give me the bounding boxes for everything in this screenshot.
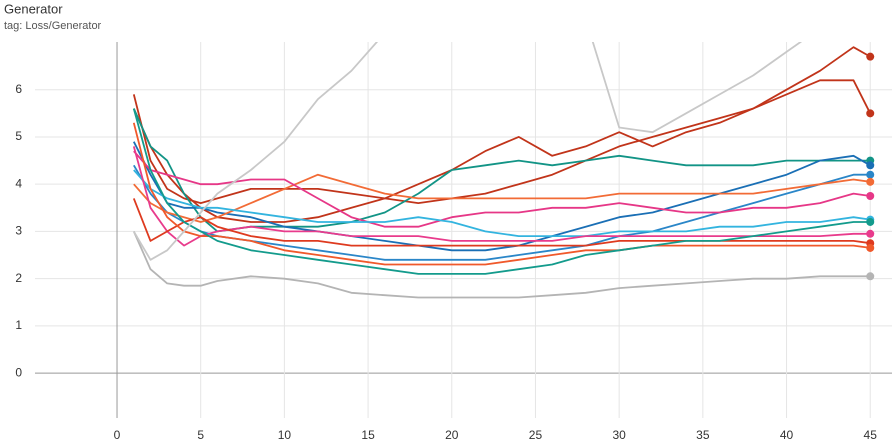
series-line	[133, 173, 871, 223]
series-line	[133, 169, 871, 237]
x-tick-label: 10	[278, 428, 292, 442]
end-point	[866, 191, 875, 200]
y-tick-label: 5	[15, 129, 22, 143]
y-tick-label: 1	[15, 318, 22, 332]
x-tick-label: 15	[361, 428, 375, 442]
x-tick-label: 40	[780, 428, 794, 442]
series-line	[132, 46, 871, 223]
end-point	[866, 217, 875, 226]
series-line	[133, 42, 803, 261]
plot-area	[132, 1, 875, 299]
x-tick-label: 0	[114, 428, 121, 442]
end-point	[866, 272, 875, 281]
chart-title: Generator	[4, 1, 63, 16]
series-line	[132, 122, 871, 266]
end-point	[866, 170, 875, 179]
y-tick-label: 2	[15, 271, 22, 285]
series-line	[132, 146, 871, 247]
x-tick-label: 35	[696, 428, 710, 442]
x-tick-label: 30	[612, 428, 626, 442]
x-tick-label: 25	[529, 428, 543, 442]
series-line	[132, 79, 872, 204]
series-line	[132, 108, 871, 275]
y-tick-label: 0	[15, 365, 22, 379]
end-point	[866, 243, 875, 252]
series-line	[132, 231, 871, 299]
y-tick-label: 6	[15, 82, 22, 96]
end-point	[850, 1, 858, 9]
chart-subtitle: tag: Loss/Generator	[4, 20, 102, 32]
end-point	[866, 52, 875, 61]
end-point	[866, 161, 875, 170]
x-tick-label: 45	[864, 428, 878, 442]
x-tick-label: 5	[197, 428, 204, 442]
y-tick-label: 4	[15, 176, 22, 190]
series-line	[132, 198, 871, 247]
x-tick-label: 20	[445, 428, 459, 442]
y-tick-label: 3	[15, 224, 22, 238]
end-point	[866, 229, 875, 238]
series-line	[133, 150, 871, 228]
end-point	[866, 177, 875, 186]
end-point	[866, 109, 875, 118]
